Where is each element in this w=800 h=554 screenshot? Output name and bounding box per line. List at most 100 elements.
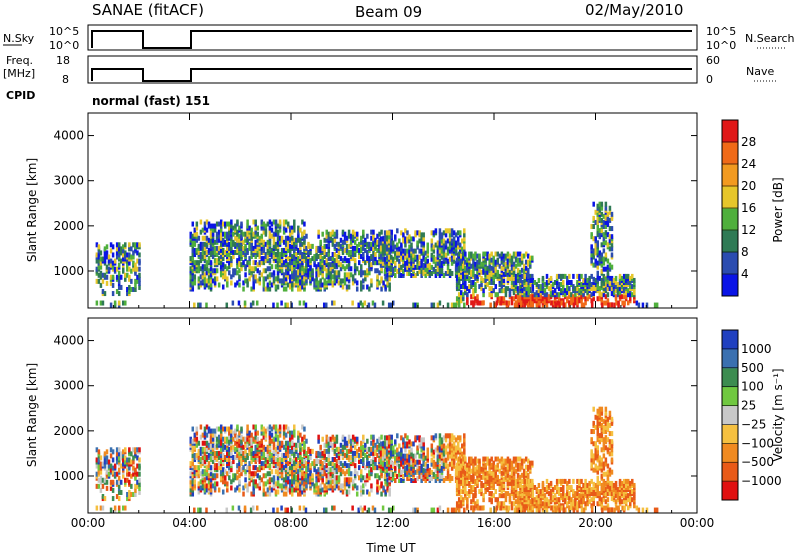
range-gate-cell	[268, 454, 272, 460]
range-gate-cell	[246, 487, 249, 493]
range-gate-cell	[272, 239, 276, 245]
range-gate-cell	[386, 272, 389, 278]
range-gate-cell	[600, 228, 604, 234]
range-gate-cell	[132, 260, 135, 266]
range-gate-cell	[197, 235, 201, 241]
range-gate-cell	[408, 262, 411, 268]
range-gate-cell	[327, 452, 331, 458]
range-gate-cell	[381, 447, 385, 453]
range-gate-cell	[357, 302, 360, 308]
range-gate-cell	[297, 461, 300, 467]
range-gate-cell	[111, 291, 115, 297]
range-gate-cell	[130, 268, 133, 274]
range-gate-cell	[616, 286, 620, 292]
range-gate-cell	[343, 266, 347, 272]
range-gate-cell	[197, 454, 201, 460]
range-gate-cell	[410, 260, 413, 266]
range-gate-cell	[323, 452, 326, 458]
range-gate-cell	[203, 264, 207, 270]
range-gate-cell	[115, 289, 119, 295]
range-gate-cell	[115, 455, 119, 461]
range-gate-cell	[406, 258, 409, 264]
range-gate-cell	[436, 240, 440, 246]
range-gate-cell	[293, 446, 296, 452]
range-gate-cell	[440, 254, 444, 260]
range-gate-cell	[119, 274, 123, 280]
range-gate-cell	[224, 479, 227, 485]
range-gate-cell	[221, 452, 225, 458]
range-gate-cell	[463, 236, 466, 242]
y-tick-label: 3000	[53, 174, 84, 188]
range-gate-cell	[117, 447, 121, 453]
range-gate-cell	[459, 265, 463, 271]
range-gate-cell	[270, 477, 274, 483]
range-gate-cell	[414, 254, 417, 260]
range-gate-cell	[264, 286, 268, 292]
range-gate-cell	[521, 273, 524, 279]
range-gate-cell	[463, 232, 466, 238]
range-gate-cell	[244, 243, 247, 249]
range-gate-cell	[130, 246, 133, 252]
range-gate-cell	[262, 286, 266, 292]
range-gate-cell	[113, 471, 117, 477]
range-gate-cell	[193, 264, 197, 270]
range-gate-cell	[492, 259, 495, 265]
range-gate-cell	[199, 302, 202, 308]
range-gate-cell	[215, 268, 219, 274]
range-gate-cell	[193, 483, 197, 489]
range-gate-cell	[303, 473, 306, 479]
range-gate-cell	[238, 225, 241, 231]
range-gate-cell	[345, 448, 349, 454]
range-gate-cell	[476, 294, 479, 300]
range-gate-cell	[199, 485, 203, 491]
range-gate-cell	[364, 465, 367, 471]
range-gate-cell	[321, 450, 324, 456]
range-gate-cell	[386, 485, 389, 491]
range-gate-cell	[207, 278, 211, 284]
range-gate-cell	[604, 252, 608, 258]
range-gate-cell	[270, 452, 274, 458]
range-gate-cell	[230, 428, 233, 434]
range-gate-cell	[347, 438, 351, 444]
range-gate-cell	[645, 302, 649, 308]
range-gate-cell	[260, 438, 264, 444]
range-gate-cell	[201, 254, 205, 260]
range-gate-cell	[115, 451, 119, 457]
range-gate-cell	[555, 284, 559, 290]
range-gate-cell	[276, 428, 280, 434]
range-gate-cell	[238, 268, 241, 274]
range-gate-cell	[258, 465, 262, 471]
range-gate-cell	[97, 463, 101, 469]
range-gate-cell	[201, 483, 205, 489]
range-gate-cell	[448, 268, 452, 274]
range-gate-cell	[390, 442, 393, 448]
range-gate-cell	[446, 264, 450, 270]
range-gate-cell	[226, 426, 229, 432]
range-gate-cell	[522, 253, 526, 259]
range-gate-cell	[357, 241, 361, 247]
range-gate-cell	[580, 302, 584, 308]
range-gate-cell	[543, 298, 547, 304]
range-gate-cell	[391, 475, 395, 481]
range-gate-cell	[99, 469, 103, 475]
range-gate-cell	[396, 256, 399, 262]
range-gate-cell	[126, 252, 129, 258]
range-gate-cell	[444, 232, 448, 238]
range-gate-cell	[493, 302, 496, 308]
range-gate-cell	[402, 262, 405, 268]
range-gate-cell	[396, 242, 399, 248]
range-gate-cell	[254, 260, 257, 266]
range-gate-cell	[362, 270, 365, 276]
range-gate-cell	[606, 211, 610, 217]
range-gate-cell	[618, 294, 622, 300]
range-gate-cell	[551, 290, 555, 296]
range-gate-cell	[624, 277, 628, 283]
range-gate-cell	[529, 277, 533, 283]
range-gate-cell	[128, 266, 131, 272]
range-gate-cell	[226, 487, 229, 493]
range-gate-cell	[303, 440, 306, 446]
range-gate-cell	[297, 430, 300, 436]
range-gate-cell	[386, 280, 389, 286]
range-gate-cell	[484, 284, 487, 290]
range-gate-cell	[370, 262, 373, 268]
